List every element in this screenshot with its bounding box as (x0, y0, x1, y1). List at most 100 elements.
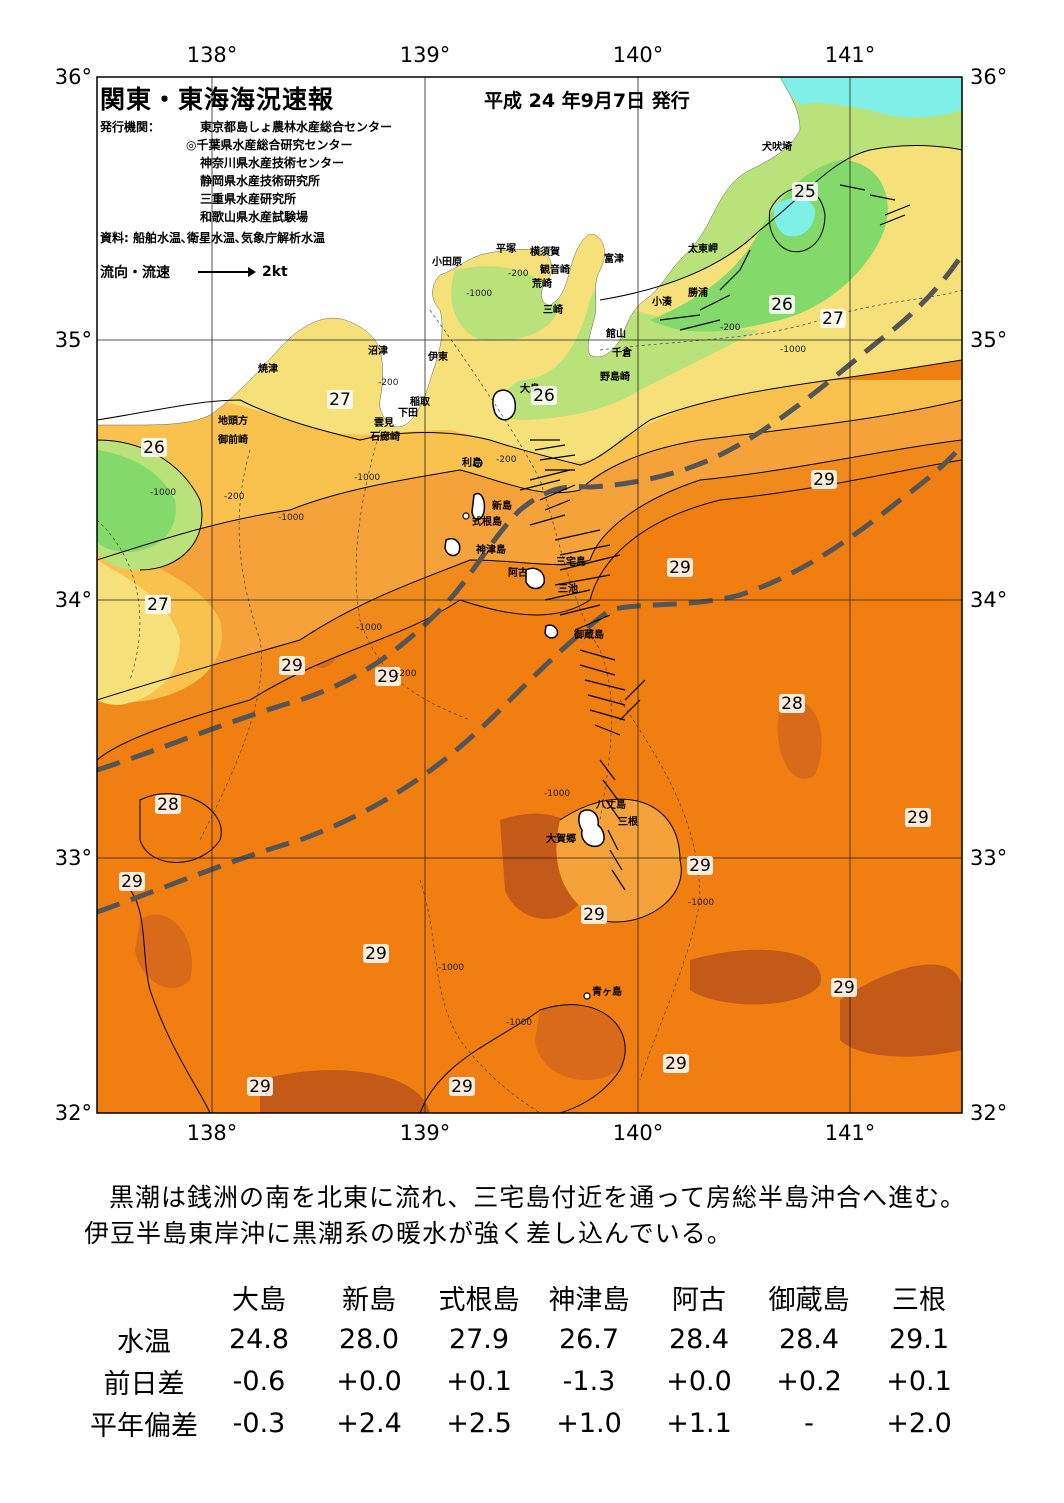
sst-zone-25 (97, 450, 176, 552)
sst-warm-patch (840, 964, 962, 1057)
place-name: 利島 (462, 456, 482, 469)
svg-text:29: 29 (669, 558, 691, 578)
lat-ticks-left: 36° 35° 34° 33° 32° (55, 65, 92, 1125)
table-cell: +0.0 (666, 1365, 732, 1397)
temperature-label: 26 (141, 438, 167, 458)
place-name: 伊東 (427, 350, 448, 363)
place-name: 神津島 (476, 543, 506, 556)
flow-arrows (519, 184, 911, 891)
temperature-label: 27 (327, 390, 353, 410)
lat-tick-label: 33° (55, 846, 92, 870)
place-name: 勝浦 (688, 286, 708, 299)
table-cell: 26.7 (558, 1323, 620, 1355)
depth-labels: -200 -1000 -200 -1000 -200 -1000 -1000 -200 -100… (150, 269, 806, 1028)
place-name: 地頭方 (218, 414, 248, 427)
station-name: 式根島 (438, 1284, 520, 1316)
lat-tick-label: 32° (970, 1101, 1007, 1125)
svg-text:29: 29 (451, 1077, 473, 1097)
temperature-label: 29 (119, 872, 145, 892)
map-frame (96, 76, 963, 1114)
island-shikinejima (462, 512, 470, 520)
station-name: 新島 (342, 1284, 396, 1316)
island-mikurajima (544, 624, 559, 639)
svg-text:26: 26 (143, 438, 165, 458)
table-cell: +0.1 (886, 1365, 952, 1397)
sst-zone-25 (650, 160, 888, 332)
flow-legend: 流向・流速 2kt (100, 262, 288, 282)
station-name: 神津島 (548, 1284, 630, 1316)
summary-text: 黒潮は銭洲の南を北東に流れ、三宅島付近を通って房総半島沖合へ進む。伊豆半島東岸沖… (84, 1183, 967, 1248)
svg-text:26: 26 (771, 295, 793, 315)
table-cell: +0.1 (446, 1365, 512, 1397)
lon-ticks-bottom: 138° 139° 140° 141° (187, 1121, 876, 1145)
temperature-label: 29 (581, 905, 607, 925)
lon-tick-label: 141° (825, 1121, 876, 1145)
data-source: 資料: 船舶水温､衛星水温､気象庁解析水温 (100, 231, 325, 245)
table-row: 平年偏差 -0.3 +2.4 +2.5 +1.0 +1.1 - +2.0 (84, 1402, 974, 1444)
svg-text:29: 29 (249, 1077, 271, 1097)
depth-label: -1000 (354, 473, 380, 483)
lon-tick-label: 138° (187, 1121, 238, 1145)
island-kozushima (444, 538, 461, 557)
table-cell: +2.5 (446, 1407, 512, 1439)
place-name: 八丈島 (595, 798, 626, 811)
depth-label: -200 (224, 492, 245, 502)
depth-label: -200 (496, 455, 517, 465)
table-cell: 28.0 (338, 1323, 400, 1355)
table-cell: +1.0 (556, 1407, 622, 1439)
place-name: 石廊崎 (369, 430, 400, 443)
place-name: 式根島 (472, 515, 502, 528)
depth-label: -1000 (780, 345, 806, 355)
temperature-label: 26 (531, 386, 557, 406)
sst-zone-24 (780, 77, 962, 118)
lat-tick-label: 34° (970, 588, 1007, 612)
lat-tick-label: 34° (55, 588, 92, 612)
publishers-label: 発行機関： (100, 120, 161, 134)
table-cell: +2.0 (886, 1407, 952, 1439)
land-honshu (97, 77, 801, 428)
depth-label: -1000 (688, 898, 714, 908)
lon-tick-label: 140° (613, 1121, 664, 1145)
publisher: 三重県水産研究所 (200, 192, 297, 206)
place-name: 下田 (398, 407, 418, 419)
svg-text:29: 29 (689, 856, 711, 876)
svg-text:26: 26 (533, 386, 555, 406)
place-name: 富津 (604, 252, 624, 265)
table-cell: +0.0 (336, 1365, 402, 1397)
depth-label: -1000 (544, 789, 570, 799)
sst-zone-27 (97, 560, 180, 705)
svg-text:29: 29 (121, 872, 143, 892)
lat-tick-label: 36° (55, 65, 92, 89)
publisher: ◎千葉県水産総合研究センター (186, 138, 353, 152)
sst-warm-patch (777, 698, 822, 779)
island-oshima (492, 389, 516, 421)
island-aogashima (583, 992, 591, 1000)
lon-tick-label: 138° (187, 43, 238, 67)
island-miyakejima (525, 567, 545, 590)
place-name: 稲取 (410, 395, 431, 408)
temperature-label: 29 (279, 656, 305, 676)
depth-label: -1000 (438, 963, 464, 973)
depth-label: -200 (508, 269, 529, 279)
temperature-label: 29 (831, 978, 857, 998)
place-name: 太東岬 (687, 242, 718, 255)
lat-tick-label: 36° (970, 65, 1007, 89)
place-name: 阿古 (508, 566, 528, 579)
station-name: 御蔵島 (768, 1284, 850, 1316)
lat-tick-label: 32° (55, 1101, 92, 1125)
temperature-label: 29 (247, 1077, 273, 1097)
table-cell: -0.6 (232, 1365, 286, 1397)
depth-label: -200 (378, 378, 399, 388)
station-name: 三根 (892, 1284, 946, 1316)
lon-tick-label: 141° (825, 43, 876, 67)
publisher: 神奈川県水産技術センター (200, 156, 345, 170)
sst-warm-patch (260, 1070, 430, 1113)
temperature-label: 29 (363, 944, 389, 964)
svg-text:29: 29 (377, 667, 399, 687)
row-label: 前日差 (103, 1368, 185, 1400)
depth-label: -200 (396, 669, 417, 679)
depth-label: -1000 (278, 513, 304, 523)
map-title: 関東・東海海況速報 (100, 85, 335, 114)
svg-text:29: 29 (665, 1054, 687, 1074)
